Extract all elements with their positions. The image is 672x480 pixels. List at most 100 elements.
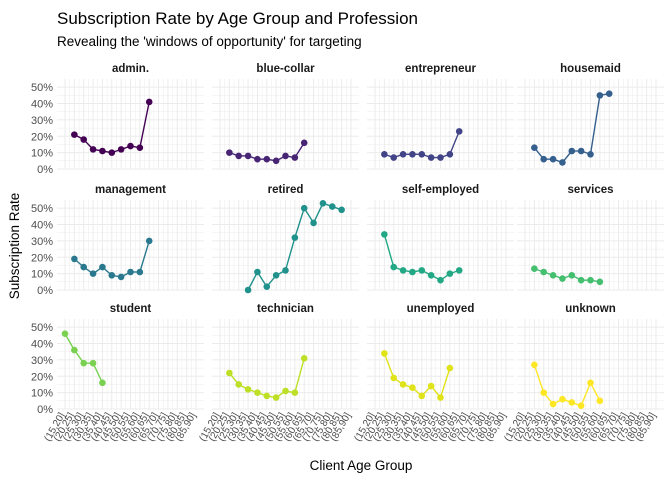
data-point bbox=[263, 155, 271, 163]
series-line-segment bbox=[589, 382, 601, 402]
data-point bbox=[99, 147, 106, 155]
series-line-segment bbox=[383, 353, 395, 379]
y-tick-label: 50% bbox=[31, 322, 53, 334]
y-tick-label: 0% bbox=[37, 285, 53, 297]
data-point bbox=[596, 278, 604, 286]
data-point bbox=[272, 271, 280, 279]
data-point bbox=[437, 394, 444, 401]
y-tick-label: 30% bbox=[31, 115, 53, 127]
data-point bbox=[549, 271, 557, 279]
data-point bbox=[446, 270, 454, 277]
data-point bbox=[99, 263, 106, 271]
data-point bbox=[291, 389, 299, 396]
data-point bbox=[117, 146, 125, 153]
series-line-segment bbox=[139, 101, 150, 148]
data-point bbox=[80, 263, 88, 271]
data-point bbox=[596, 92, 604, 99]
y-tick-label: 10% bbox=[31, 388, 53, 400]
chart-title: Subscription Rate by Age Group and Profe… bbox=[57, 9, 418, 28]
data-point bbox=[310, 219, 317, 227]
data-point bbox=[136, 268, 144, 276]
data-point bbox=[71, 346, 78, 354]
data-point bbox=[587, 150, 594, 158]
data-point bbox=[381, 150, 388, 158]
series-line-segment bbox=[139, 240, 150, 273]
data-point bbox=[99, 379, 106, 387]
data-point bbox=[559, 275, 566, 282]
data-point bbox=[455, 267, 463, 274]
facet-label: technician bbox=[257, 303, 314, 315]
data-point bbox=[145, 98, 153, 106]
data-point bbox=[390, 263, 398, 271]
series-line-segment bbox=[294, 207, 305, 238]
facet-label: entrepreneur bbox=[405, 63, 476, 75]
data-point bbox=[235, 381, 243, 388]
data-point bbox=[577, 276, 585, 284]
data-point bbox=[531, 265, 538, 273]
y-tick-label: 30% bbox=[31, 236, 53, 248]
data-point bbox=[587, 379, 594, 387]
data-point bbox=[89, 359, 97, 367]
facet-label: blue-collar bbox=[256, 63, 315, 75]
data-point bbox=[540, 155, 548, 163]
y-tick-label: 40% bbox=[31, 220, 53, 232]
series-line-segment bbox=[247, 271, 259, 291]
data-point bbox=[145, 237, 153, 245]
data-point bbox=[300, 204, 308, 212]
data-point bbox=[244, 286, 252, 294]
data-point bbox=[531, 361, 538, 369]
data-point bbox=[282, 152, 289, 160]
data-point bbox=[605, 90, 613, 98]
data-point bbox=[254, 268, 261, 276]
data-point bbox=[89, 270, 97, 277]
data-point bbox=[235, 152, 243, 160]
facet-blue-collar: blue-collar bbox=[212, 63, 359, 170]
facet-label: management bbox=[95, 184, 166, 196]
data-point bbox=[338, 206, 345, 214]
series-line-segment bbox=[449, 131, 460, 155]
x-axis-title: Client Age Group bbox=[310, 458, 413, 473]
data-point bbox=[437, 276, 444, 284]
data-point bbox=[291, 154, 299, 161]
data-point bbox=[409, 384, 416, 392]
facet-services: services bbox=[517, 184, 664, 291]
facet-label: student bbox=[110, 303, 152, 315]
data-point bbox=[381, 231, 388, 238]
facet-label: retired bbox=[268, 184, 304, 196]
data-point bbox=[559, 159, 566, 166]
facet-technician: technician(15,20](20,25](25,30](30,35](3… bbox=[198, 303, 359, 443]
data-point bbox=[577, 147, 585, 155]
data-point bbox=[282, 387, 289, 395]
data-point bbox=[549, 155, 557, 163]
data-point bbox=[418, 267, 426, 274]
data-point bbox=[568, 399, 576, 406]
y-tick-label: 0% bbox=[37, 404, 53, 416]
data-point bbox=[381, 350, 388, 357]
y-tick-label: 10% bbox=[31, 269, 53, 281]
facet-label: admin. bbox=[112, 63, 149, 75]
data-point bbox=[282, 267, 289, 274]
data-point bbox=[427, 271, 435, 279]
y-tick-label: 40% bbox=[31, 99, 53, 111]
series-line-segment bbox=[312, 202, 324, 224]
data-point bbox=[531, 144, 538, 152]
data-point bbox=[226, 149, 233, 156]
data-point bbox=[540, 389, 548, 396]
facet-panels: admin. 0% 10% 20% 30% 40% 50% blue-collar entrep… bbox=[31, 63, 664, 443]
facet-entrepreneur: entrepreneur bbox=[367, 63, 514, 170]
y-tick-label: 50% bbox=[31, 203, 53, 215]
series-line-segment bbox=[383, 234, 395, 268]
y-tick-label: 30% bbox=[31, 355, 53, 367]
facet-label: self-employed bbox=[402, 184, 479, 196]
data-point bbox=[568, 147, 576, 155]
data-point bbox=[319, 199, 327, 207]
data-point bbox=[390, 374, 398, 382]
data-point bbox=[71, 255, 78, 263]
data-point bbox=[89, 146, 97, 153]
data-point bbox=[409, 268, 416, 276]
series-line-segment bbox=[439, 367, 451, 398]
y-tick-label: 20% bbox=[31, 371, 53, 383]
facet-management: management 0% 10% 20% 30% 40% 50% bbox=[31, 184, 204, 297]
data-point bbox=[300, 139, 308, 147]
